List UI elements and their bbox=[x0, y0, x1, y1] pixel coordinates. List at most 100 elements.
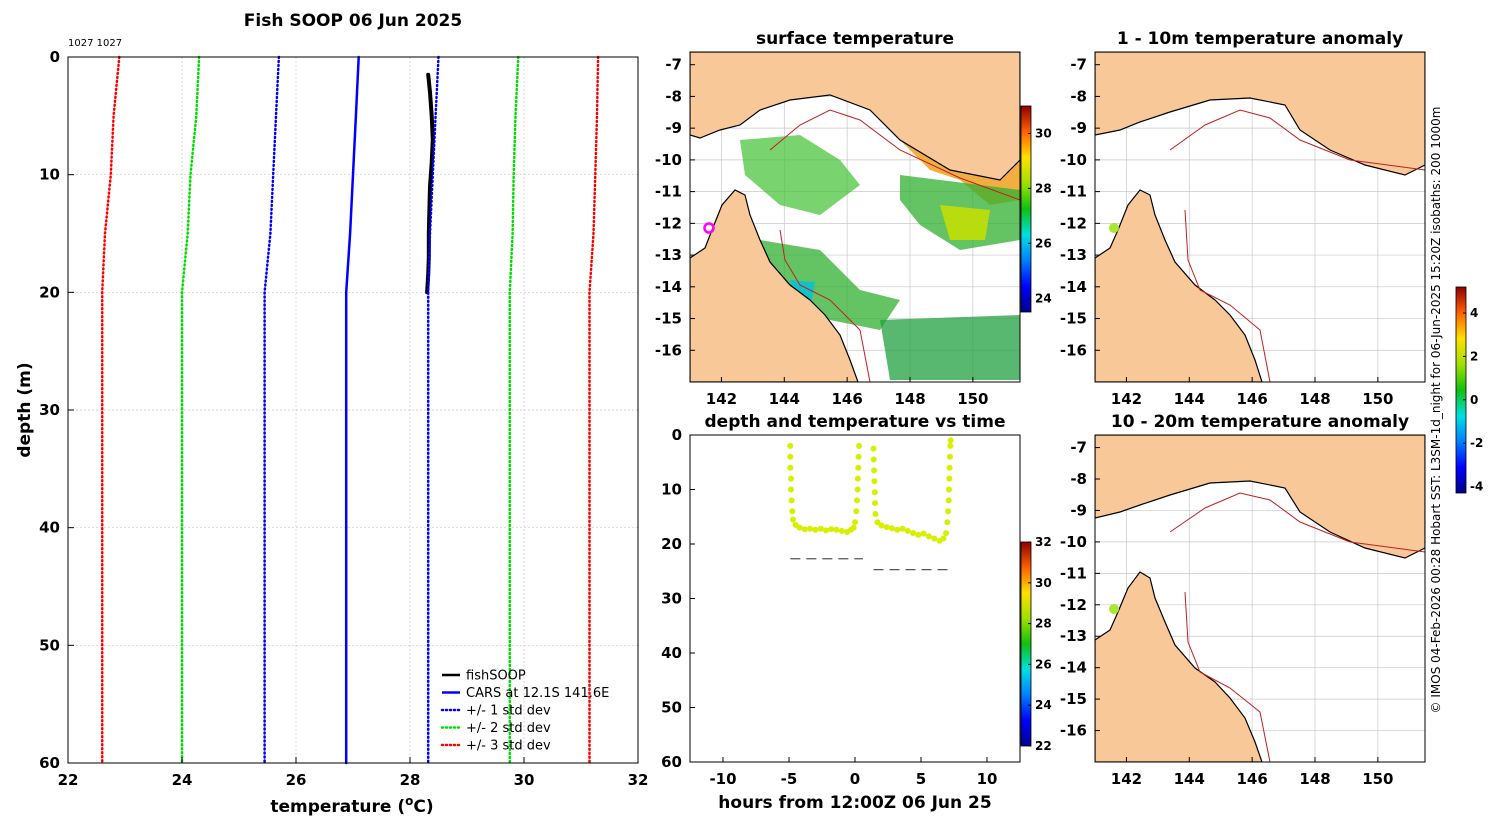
time-series-point bbox=[871, 478, 878, 485]
time-series-bottom-depth bbox=[790, 558, 952, 571]
profile-series bbox=[100, 55, 600, 765]
sst-colorbar-ticks: 24 26 28 30 bbox=[1028, 126, 1052, 305]
anomaly-colorbar bbox=[1455, 286, 1467, 494]
anomaly-map-1-10: 1 - 10m temperature anomaly 142 144 146 148… bbox=[1060, 29, 1426, 408]
time-series-point bbox=[850, 524, 857, 531]
time-series-point bbox=[812, 526, 819, 533]
profile-xtick-label: 26 bbox=[286, 771, 307, 789]
time-series-point bbox=[870, 445, 877, 452]
map-xtick-label: 150 bbox=[1362, 770, 1393, 788]
colorbar-tick-label: 24 bbox=[1035, 291, 1052, 305]
legend-entry: CARS at 12.1S 141.6E bbox=[466, 686, 609, 701]
time-series-point bbox=[874, 519, 881, 526]
colorbar-tick-label: 4 bbox=[1470, 306, 1478, 320]
profile-series-line bbox=[180, 55, 201, 765]
anomaly-1-10-isobath bbox=[1169, 109, 1425, 382]
map-ytick-label: -16 bbox=[1060, 341, 1087, 359]
anomaly-map-1-10-frame bbox=[1094, 51, 1426, 383]
legend-entry: +/- 3 std dev bbox=[466, 739, 551, 754]
time-series-point bbox=[807, 525, 814, 532]
map-xtick-label: 146 bbox=[831, 390, 862, 408]
time-series-point bbox=[883, 524, 890, 531]
time-series-point bbox=[855, 464, 862, 471]
map-ytick-label: -12 bbox=[1060, 214, 1087, 232]
time-series-xtick-label: -10 bbox=[709, 770, 736, 788]
legend-entry: +/- 1 std dev bbox=[466, 704, 551, 719]
colorbar-tick-label: 26 bbox=[1035, 657, 1052, 671]
sst-map: surface temperature 1 bbox=[655, 29, 1052, 408]
map-ytick-label: -14 bbox=[1060, 659, 1087, 677]
map-ytick-label: -11 bbox=[655, 183, 682, 201]
time-series-chart: depth and temperature vs time -10 -5 0 5 10 0… bbox=[661, 412, 1052, 813]
time-series-point bbox=[787, 453, 794, 460]
map-xtick-label: 144 bbox=[769, 390, 800, 408]
time-series-colorbar-ticks: 22 24 26 28 30 32 bbox=[1028, 535, 1052, 753]
time-series-point bbox=[823, 527, 829, 534]
map-xtick-label: 144 bbox=[1174, 770, 1205, 788]
colorbar-tick-label: 26 bbox=[1035, 236, 1052, 250]
anomaly-1-10-cast-marker bbox=[1109, 223, 1119, 233]
profile-xtick-label: 24 bbox=[172, 771, 193, 789]
map-ytick-label: -10 bbox=[1060, 533, 1087, 551]
anomaly-map-10-20: 10 - 20m temperature anomaly 142 144 146 14… bbox=[1060, 412, 1426, 788]
time-series-ytick-label: 50 bbox=[661, 699, 682, 717]
profile-series-line bbox=[588, 55, 600, 765]
map-xtick-label: 144 bbox=[1174, 390, 1205, 408]
colorbar-tick-label: -2 bbox=[1470, 436, 1483, 450]
time-series-point bbox=[852, 519, 858, 526]
map-ytick-label: -13 bbox=[1060, 246, 1087, 264]
map-ytick-label: -9 bbox=[1070, 119, 1087, 137]
profile-xtick-label: 32 bbox=[628, 771, 649, 789]
sst-land-png bbox=[690, 52, 1020, 181]
map-ytick-label: -15 bbox=[655, 310, 682, 328]
map-ytick-label: -12 bbox=[655, 214, 682, 232]
legend-entry: +/- 2 std dev bbox=[466, 721, 551, 736]
anomaly-1-10-land-australia bbox=[1095, 189, 1263, 382]
map-ytick-label: -14 bbox=[1060, 278, 1087, 296]
map-ytick-label: -10 bbox=[655, 151, 682, 169]
time-series-colorbar bbox=[1020, 541, 1032, 747]
sst-land-australia bbox=[690, 189, 859, 382]
time-series-point bbox=[925, 533, 932, 540]
profile-series-line bbox=[425, 72, 435, 295]
map-ytick-label: -8 bbox=[1070, 470, 1087, 488]
anomaly-1-10-land-png bbox=[1095, 52, 1425, 176]
map-ytick-label: -14 bbox=[655, 278, 682, 296]
map-xtick-label: 142 bbox=[1111, 770, 1142, 788]
colorbar-tick-label: 30 bbox=[1035, 576, 1052, 590]
time-series-xtick-label: -5 bbox=[781, 770, 798, 788]
time-series-point bbox=[947, 442, 954, 449]
sst-map-title: surface temperature bbox=[756, 29, 954, 49]
time-series-point bbox=[833, 526, 840, 533]
profile-ytick-label: 50 bbox=[39, 636, 60, 654]
time-series-point bbox=[796, 524, 803, 531]
map-xtick-label: 146 bbox=[1236, 390, 1267, 408]
time-series-point bbox=[871, 467, 878, 474]
map-ytick-label: -9 bbox=[1070, 501, 1087, 519]
profile-ticks: 22 24 26 28 30 32 0 10 20 30 40 50 60 bbox=[39, 48, 648, 789]
map-ytick-label: -11 bbox=[1060, 183, 1087, 201]
time-series-title: depth and temperature vs time bbox=[705, 412, 1006, 432]
map-xtick-label: 142 bbox=[706, 390, 737, 408]
profile-series-line bbox=[344, 55, 360, 765]
time-series-ticks: -10 -5 0 5 10 0 10 20 30 40 50 60 bbox=[661, 426, 997, 788]
time-series-ytick-label: 30 bbox=[661, 590, 682, 608]
time-series-point bbox=[789, 508, 796, 515]
legend-entry: fishSOOP bbox=[466, 669, 526, 684]
anomaly-map-1-10-ticks: 142 144 146 148 150 -7 -8 -9 -10 -11 -12 -13 -14 -15 -… bbox=[1060, 56, 1394, 408]
anomaly-10-20-isobath bbox=[1169, 492, 1425, 762]
time-series-xtick-label: 0 bbox=[850, 770, 860, 788]
map-xtick-label: 142 bbox=[1111, 390, 1142, 408]
time-series-point bbox=[790, 516, 796, 523]
colorbar-tick-label: 28 bbox=[1035, 181, 1052, 195]
map-ytick-label: -11 bbox=[1060, 564, 1087, 582]
map-ytick-label: -13 bbox=[1060, 627, 1087, 645]
map-xtick-label: 146 bbox=[1236, 770, 1267, 788]
time-series-point bbox=[946, 475, 953, 482]
colorbar-tick-label: 22 bbox=[1035, 739, 1052, 753]
profile-xtick-label: 30 bbox=[514, 771, 535, 789]
profile-ytick-label: 20 bbox=[39, 283, 60, 301]
time-series-point bbox=[856, 442, 862, 449]
time-series-point bbox=[946, 464, 953, 471]
